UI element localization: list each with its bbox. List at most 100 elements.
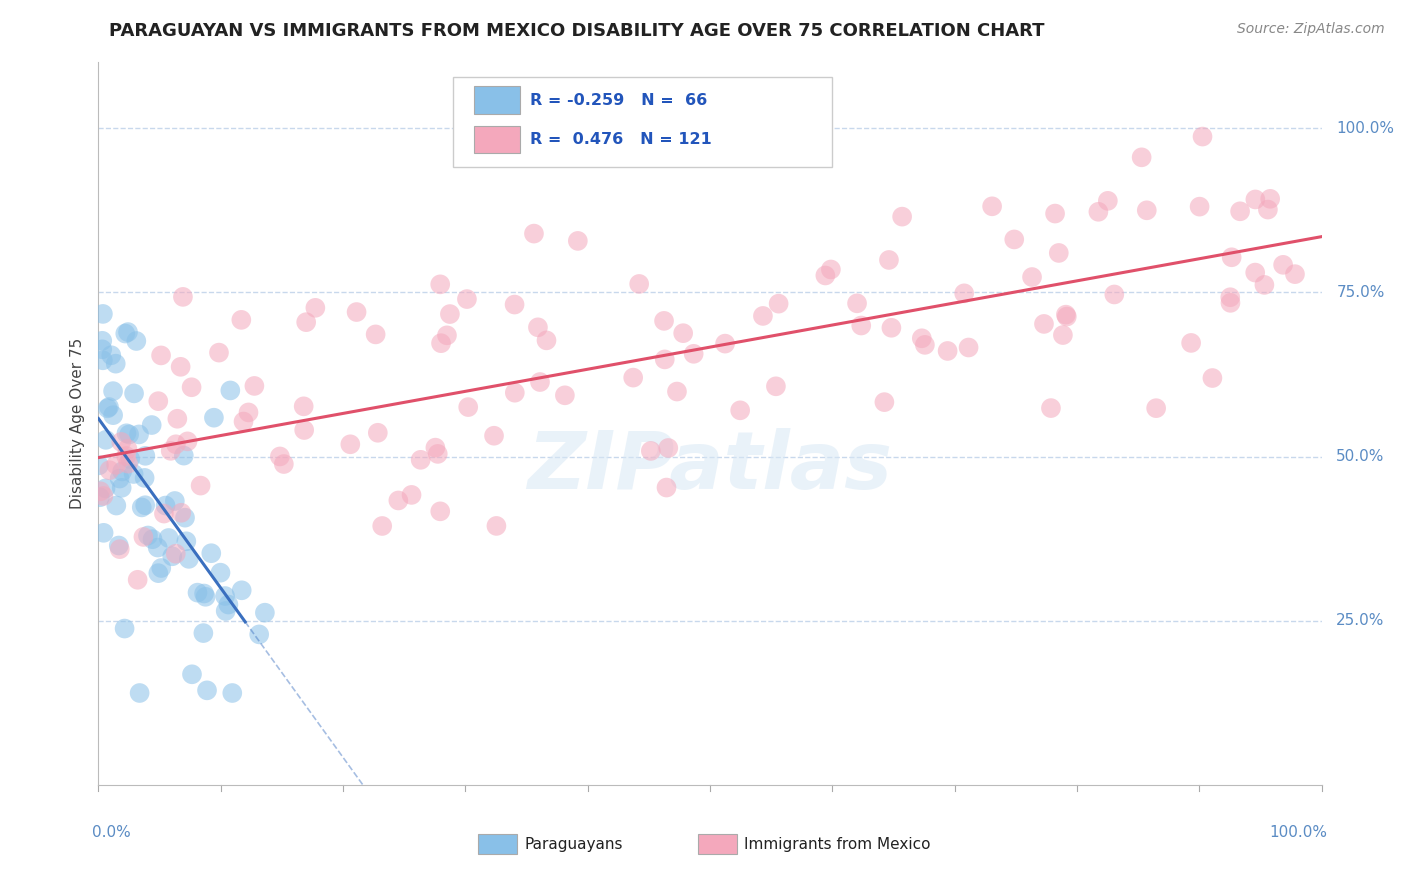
Point (1188, 200, 1211, 214)
Point (98, 400, 121, 414)
FancyBboxPatch shape (474, 126, 520, 153)
Point (209, 566, 232, 580)
Point (193, 586, 215, 600)
Point (1180, 335, 1202, 350)
Text: 50.0%: 50.0% (1336, 449, 1385, 464)
Point (346, 305, 368, 319)
Text: 0.0%: 0.0% (93, 825, 131, 839)
Point (89, 484, 111, 499)
Point (202, 410, 225, 425)
Point (186, 585, 208, 599)
Point (1219, 290, 1241, 304)
Point (221, 686, 243, 700)
Point (181, 667, 204, 681)
Point (115, 426, 138, 441)
Point (91, 353, 114, 368)
Point (1219, 296, 1241, 310)
Point (134, 498, 156, 512)
Point (180, 380, 202, 394)
Point (665, 384, 688, 399)
Point (523, 227, 546, 241)
Point (157, 531, 180, 545)
Point (628, 277, 651, 291)
Point (1244, 266, 1267, 280)
Point (503, 385, 526, 400)
Point (1229, 204, 1251, 219)
Point (117, 442, 139, 456)
Point (682, 347, 704, 361)
Point (371, 519, 394, 533)
Point (953, 286, 976, 301)
Point (367, 425, 389, 440)
Point (159, 443, 181, 458)
Point (536, 334, 558, 348)
Point (193, 626, 215, 640)
Point (169, 359, 191, 374)
Point (108, 542, 131, 557)
Point (1021, 270, 1043, 285)
Point (1104, 287, 1126, 301)
Point (621, 370, 644, 384)
FancyBboxPatch shape (478, 834, 517, 855)
Point (654, 352, 676, 367)
Point (166, 411, 188, 425)
FancyBboxPatch shape (697, 834, 737, 855)
Point (132, 530, 155, 544)
Point (1144, 401, 1167, 416)
Point (430, 336, 453, 351)
Point (768, 296, 790, 310)
Text: PARAGUAYAN VS IMMIGRANTS FROM MEXICO DISABILITY AGE OVER 75 CORRELATION CHART: PARAGUAYAN VS IMMIGRANTS FROM MEXICO DIS… (108, 22, 1045, 40)
Point (87, 458, 110, 473)
Point (117, 325, 139, 339)
Point (176, 434, 198, 449)
Point (170, 506, 193, 520)
Point (114, 622, 136, 636)
Point (1033, 317, 1056, 331)
Point (273, 457, 295, 471)
Point (657, 441, 679, 455)
Point (94, 481, 117, 495)
Point (120, 452, 142, 467)
Text: 100.0%: 100.0% (1270, 825, 1327, 839)
Point (1136, 203, 1159, 218)
Point (425, 441, 447, 455)
Point (122, 467, 145, 481)
Point (163, 494, 186, 508)
Point (111, 464, 134, 478)
Point (981, 199, 1004, 213)
Point (439, 307, 461, 321)
Point (104, 357, 127, 371)
Point (195, 683, 218, 698)
Point (217, 598, 239, 612)
Point (91, 334, 114, 348)
Point (93, 489, 115, 503)
Point (110, 434, 132, 449)
Point (174, 510, 197, 524)
Point (108, 471, 131, 485)
Point (94, 433, 117, 447)
Point (1097, 194, 1119, 208)
Point (409, 452, 432, 467)
Point (155, 499, 177, 513)
Point (153, 507, 176, 521)
Point (387, 493, 409, 508)
Point (173, 449, 195, 463)
Point (101, 384, 124, 398)
Text: Source: ZipAtlas.com: Source: ZipAtlas.com (1237, 22, 1385, 37)
Point (957, 341, 980, 355)
Point (529, 375, 551, 389)
Point (527, 320, 550, 334)
Point (162, 549, 184, 564)
Point (165, 547, 187, 561)
Point (269, 450, 291, 464)
Point (232, 415, 254, 429)
Point (231, 313, 253, 327)
Point (141, 532, 163, 546)
Point (134, 449, 156, 463)
Point (714, 336, 737, 351)
Point (1244, 193, 1267, 207)
Point (652, 314, 675, 328)
Point (457, 400, 479, 414)
Point (172, 290, 194, 304)
Point (911, 331, 934, 345)
